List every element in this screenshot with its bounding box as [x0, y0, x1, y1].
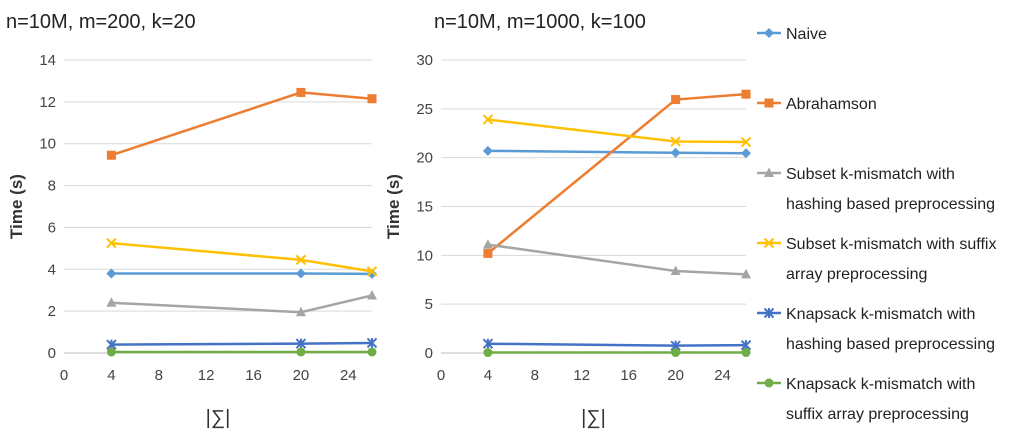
legend-label-5: Knapsack k-mismatch with	[786, 306, 975, 323]
right-series-6-point	[483, 348, 493, 358]
left-xtick-label: 20	[293, 367, 310, 384]
right-series-2-point	[671, 95, 681, 105]
left-series-4-point	[366, 266, 378, 277]
left-series-3-point	[295, 306, 306, 317]
legend-label-4: array preprocessing	[786, 266, 927, 283]
right-series-4-point	[482, 114, 494, 125]
left-series-6-point	[367, 347, 377, 357]
legend-label-3: Subset k-mismatch with	[786, 166, 955, 183]
chart-right: n=10M, m=1000, k=100 0 5 10 15 20 25 30 0 4 8 12 16…	[384, 11, 752, 429]
right-xlabel: |∑|	[581, 407, 606, 429]
legend-marker-6	[764, 378, 774, 388]
right-series-3-point	[670, 265, 681, 275]
legend-label-5: hashing based preprocessing	[786, 336, 995, 353]
right-ytick-label: 30	[416, 52, 433, 69]
right-xtick-label: 4	[484, 367, 492, 384]
left-ytick-label: 10	[39, 136, 56, 153]
left-series-line-5	[111, 341, 373, 346]
left-ytick-label: 4	[48, 261, 56, 278]
left-series-2-point	[367, 94, 377, 104]
right-series-6-point	[671, 348, 681, 358]
right-ylabel: Time (s)	[384, 174, 403, 239]
left-series-2-point	[106, 150, 116, 160]
right-xtick-label: 12	[573, 367, 590, 384]
legend-marker-2	[764, 98, 774, 108]
left-ytick-label: 8	[48, 178, 56, 195]
left-xtick-label: 4	[107, 367, 115, 384]
left-series-2-point	[296, 87, 306, 97]
chart-left-title: n=10M, m=200, k=20	[6, 11, 196, 33]
legend-label-3: hashing based preprocessing	[786, 196, 995, 213]
left-series-5-point	[366, 337, 378, 349]
right-series-3-point	[741, 268, 751, 279]
legend-label-4: Subset k-mismatch with suffix	[786, 236, 996, 253]
right-xtick-label: 24	[714, 367, 731, 384]
left-series-4-point	[295, 254, 307, 266]
right-ytick-label: 20	[416, 150, 433, 167]
legend-label-1: Naive	[786, 26, 827, 43]
left-ytick-label: 0	[48, 345, 56, 362]
right-xtick-label: 16	[620, 367, 637, 384]
legend-marker-4	[763, 237, 775, 249]
right-series-line-2	[487, 92, 747, 255]
right-xtick-label: 20	[667, 367, 684, 384]
left-series-3-point	[367, 289, 377, 300]
right-series-4-point	[740, 136, 752, 148]
right-xtick-label: 8	[531, 367, 539, 384]
legend-label-6: Knapsack k-mismatch with	[786, 376, 975, 393]
left-xtick-label: 12	[198, 367, 215, 384]
right-ytick-label: 25	[416, 101, 433, 118]
right-series-line-1	[487, 149, 747, 155]
right-series-1-point	[482, 145, 493, 156]
left-series-3-point	[106, 297, 117, 307]
right-series-5-point	[482, 338, 494, 349]
left-series-line-3	[111, 294, 373, 314]
legend-marker-1	[764, 28, 774, 38]
right-series-1-point	[741, 148, 751, 159]
legend-marker-5	[763, 307, 775, 319]
right-series-1-point	[670, 147, 681, 158]
left-series-line-4	[111, 241, 373, 273]
left-ytick-label: 2	[48, 303, 56, 320]
left-series-1-point	[106, 268, 117, 279]
left-ylabel: Time (s)	[7, 174, 26, 239]
left-ytick-label: 6	[48, 219, 56, 236]
right-series-2-point	[741, 89, 751, 99]
left-ytick-label: 12	[39, 94, 56, 111]
left-series-5-point	[295, 338, 307, 349]
left-xtick-label: 8	[155, 367, 163, 384]
left-xtick-label: 0	[60, 367, 68, 384]
left-ytick-label: 14	[39, 52, 56, 69]
left-series-4-point	[106, 237, 117, 249]
right-ytick-label: 15	[416, 199, 433, 216]
right-ytick-label: 5	[425, 296, 433, 313]
right-series-line-3	[487, 243, 747, 276]
right-series-line-5	[487, 342, 747, 347]
left-series-6-point	[296, 347, 306, 357]
right-series-2-point	[483, 248, 493, 258]
right-ytick-label: 0	[425, 345, 433, 362]
right-xtick-label: 0	[437, 367, 445, 384]
right-series-4-point	[670, 136, 681, 147]
left-series-1-point	[295, 268, 306, 279]
legend-label-2: Abrahamson	[786, 96, 877, 113]
left-xtick-label: 16	[245, 367, 262, 384]
left-xtick-label: 24	[340, 367, 357, 384]
left-xlabel: |∑|	[206, 407, 231, 429]
right-series-line-4	[487, 118, 747, 144]
right-ytick-label: 10	[416, 247, 433, 264]
right-series-6-point	[741, 348, 751, 358]
legend: Naive Abrahamson Subset k-mismatch with has…	[757, 26, 996, 423]
right-series-3-point	[482, 239, 493, 249]
legend-marker-3	[764, 167, 774, 177]
chart-right-title: n=10M, m=1000, k=100	[434, 11, 646, 33]
left-series-6-point	[106, 347, 116, 357]
legend-label-6: suffix array preprocessing	[786, 406, 969, 423]
